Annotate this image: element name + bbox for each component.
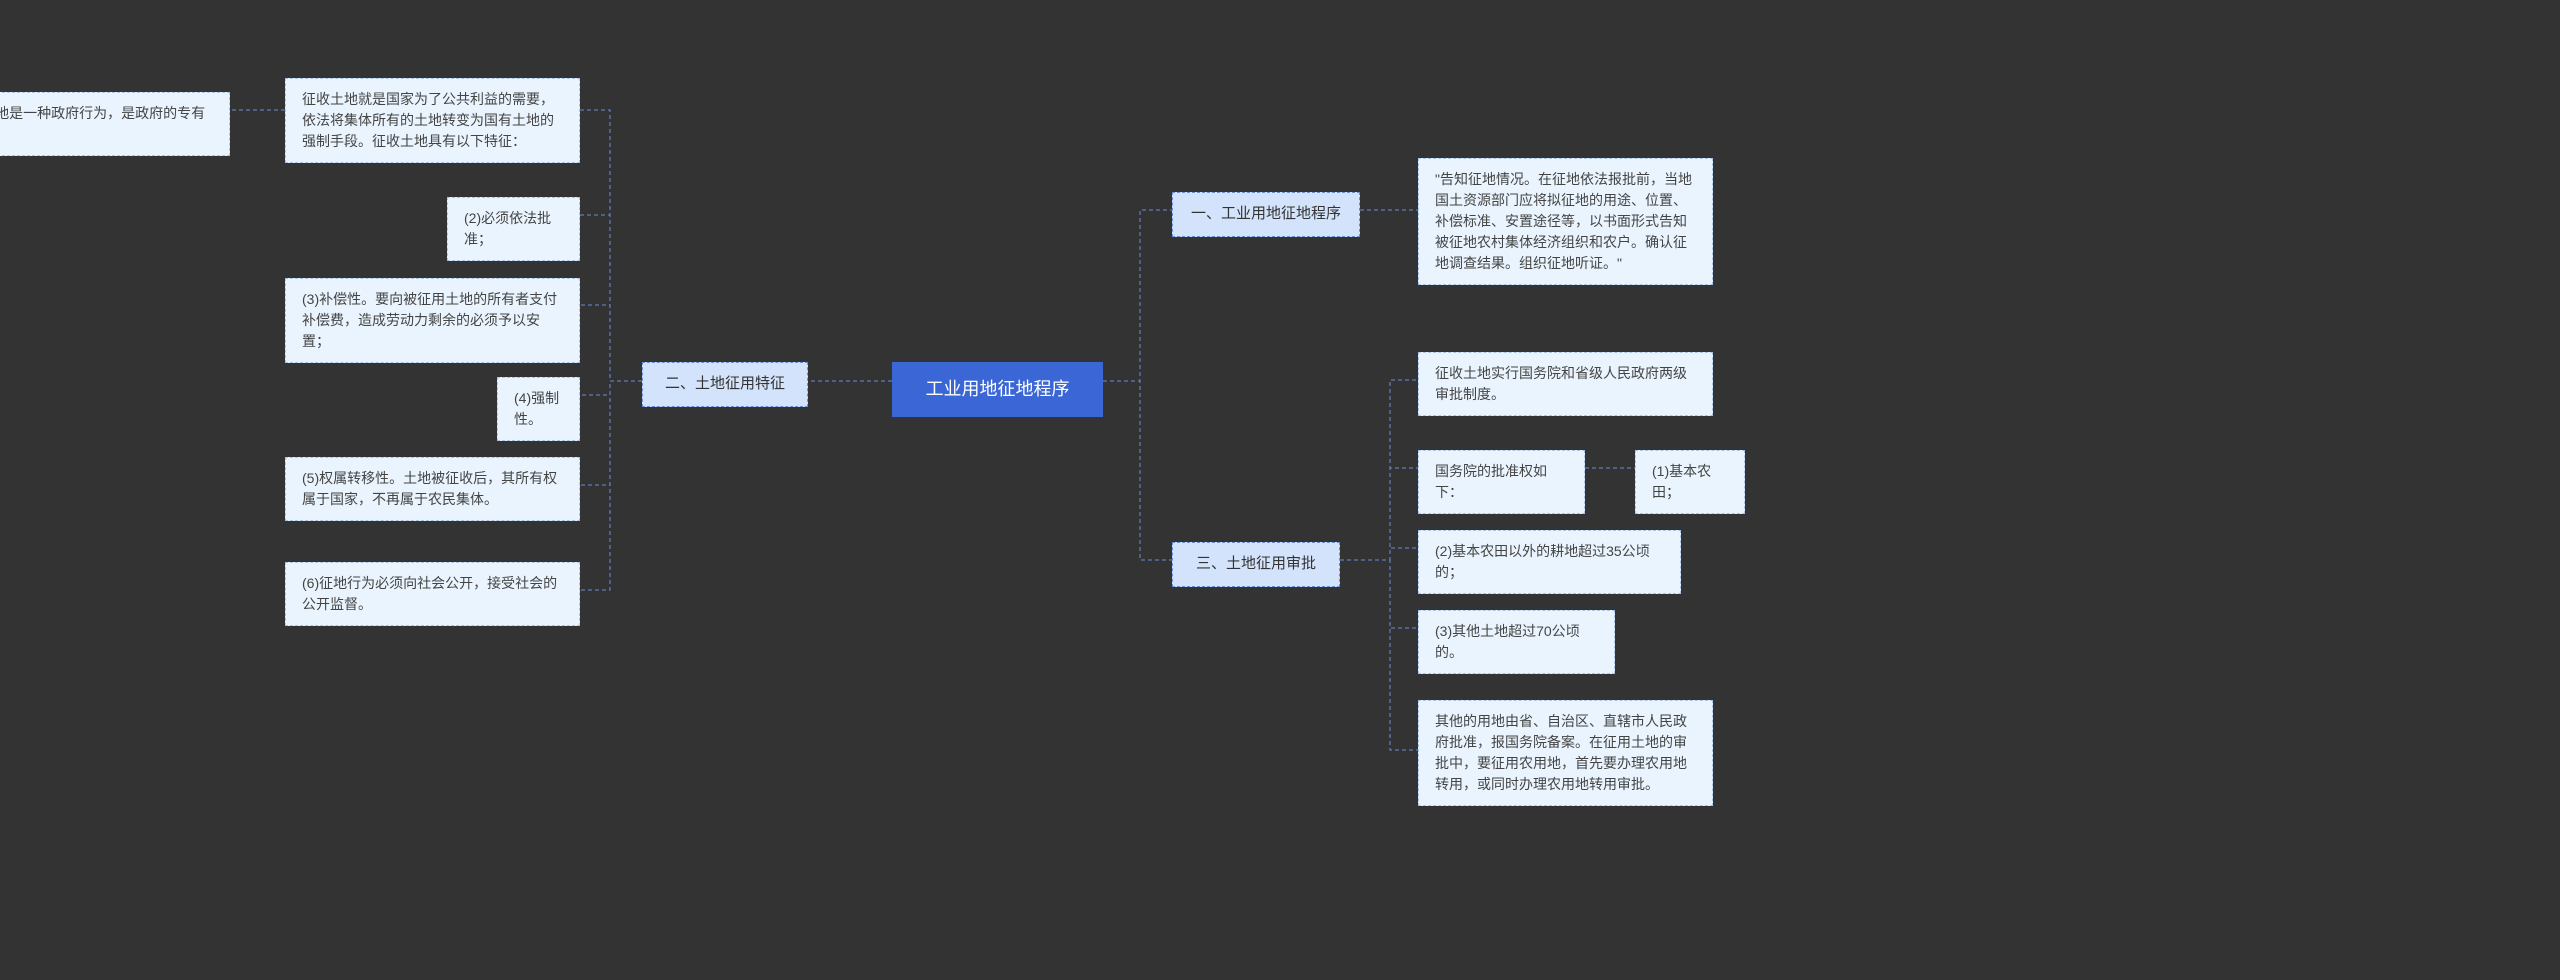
- right3-sub-1: (1)基本农田；: [1635, 450, 1745, 514]
- root-node: 工业用地征地程序: [892, 362, 1103, 417]
- left-item-4: (5)权属转移性。土地被征收后，其所有权属于国家，不再属于农民集体。: [285, 457, 580, 521]
- left-item-0: 征收土地就是国家为了公共利益的需要，依法将集体所有的土地转变为国有土地的强制手段…: [285, 78, 580, 163]
- left-item-1: (2)必须依法批准；: [447, 197, 580, 261]
- branch-right-1: 一、工业用地征地程序: [1172, 192, 1360, 237]
- right3-item-3: (3)其他土地超过70公顷的。: [1418, 610, 1615, 674]
- left-item-3: (4)强制性。: [497, 377, 580, 441]
- branch-right-1-label: 一、工业用地征地程序: [1191, 205, 1341, 222]
- left-item-2: (3)补偿性。要向被征用土地的所有者支付补偿费，造成劳动力剩余的必须予以安置；: [285, 278, 580, 363]
- left-item-5: (6)征地行为必须向社会公开，接受社会的公开监督。: [285, 562, 580, 626]
- branch-right-3-label: 三、土地征用审批: [1196, 555, 1316, 572]
- branch-left: 二、土地征用特征: [642, 362, 808, 407]
- branch-right-3: 三、土地征用审批: [1172, 542, 1340, 587]
- right1-item-0: "告知征地情况。在征地依法报批前，当地国土资源部门应将拟征地的用途、位置、补偿标…: [1418, 158, 1713, 285]
- right3-item-0: 征收土地实行国务院和省级人民政府两级审批制度。: [1418, 352, 1713, 416]
- right3-item-1: 国务院的批准权如下：: [1418, 450, 1585, 514]
- root-label: 工业用地征地程序: [926, 379, 1070, 399]
- right3-item-4: 其他的用地由省、自治区、直辖市人民政府批准，报国务院备案。在征用土地的审批中，要…: [1418, 700, 1713, 806]
- branch-left-label: 二、土地征用特征: [665, 375, 785, 392]
- left-sub-0: (1)征地是一种政府行为，是政府的专有权力: [0, 92, 230, 156]
- right3-item-2: (2)基本农田以外的耕地超过35公顷的；: [1418, 530, 1681, 594]
